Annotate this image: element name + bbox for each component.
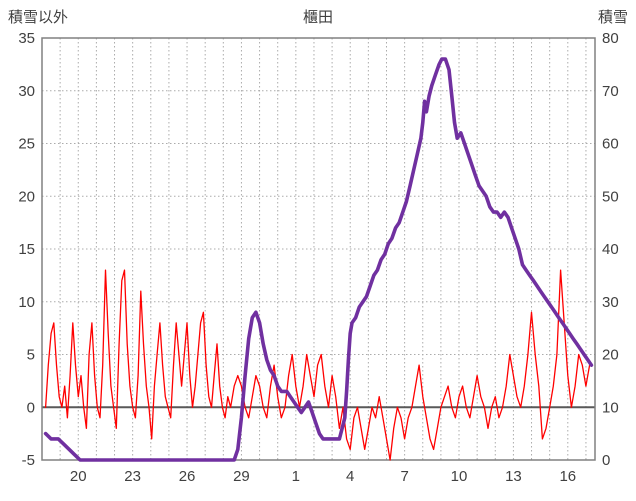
left-axis-tick-label: -5 bbox=[22, 452, 35, 469]
series-line-snow-depth bbox=[43, 57, 594, 462]
x-axis-tick-label: 7 bbox=[400, 468, 408, 485]
x-axis-tick-label: 23 bbox=[124, 468, 141, 485]
right-axis-tick-label: 60 bbox=[602, 136, 619, 153]
x-axis-tick-label: 16 bbox=[559, 468, 576, 485]
x-axis-tick-label: 1 bbox=[292, 468, 300, 485]
left-axis-tick-label: 30 bbox=[18, 83, 35, 100]
left-axis-tick-label: 15 bbox=[18, 241, 35, 258]
right-axis-tick-label: 0 bbox=[602, 452, 610, 469]
left-axis-tick-label: 20 bbox=[18, 188, 35, 205]
x-axis-tick-label: 4 bbox=[346, 468, 354, 485]
x-axis-tick-label: 20 bbox=[70, 468, 87, 485]
right-axis-title: 積雪 bbox=[597, 9, 628, 26]
x-axis-tick-label: 26 bbox=[179, 468, 196, 485]
right-axis-tick-label: 80 bbox=[602, 30, 619, 47]
right-axis-tick-label: 70 bbox=[602, 83, 619, 100]
left-axis-tick-label: 10 bbox=[18, 294, 35, 311]
x-axis-tick-label: 10 bbox=[451, 468, 468, 485]
right-axis-tick-label: 10 bbox=[602, 399, 619, 416]
x-axis-tick-label: 13 bbox=[505, 468, 522, 485]
left-axis-tick-label: 25 bbox=[18, 136, 35, 153]
chart-title: 櫃田 bbox=[302, 9, 334, 26]
plot-frame bbox=[41, 37, 596, 461]
right-axis-tick-label: 50 bbox=[602, 188, 619, 205]
right-axis-tick-label: 20 bbox=[602, 347, 619, 364]
right-axis-tick-label: 30 bbox=[602, 294, 619, 311]
left-axis-tick-label: 0 bbox=[27, 399, 35, 416]
right-axis-tick-label: 40 bbox=[602, 241, 619, 258]
left-axis-tick-label: 35 bbox=[18, 30, 35, 47]
left-axis-title: 積雪以外 bbox=[8, 9, 69, 26]
x-axis-tick-label: 29 bbox=[233, 468, 250, 485]
left-axis-tick-label: 5 bbox=[27, 347, 35, 364]
